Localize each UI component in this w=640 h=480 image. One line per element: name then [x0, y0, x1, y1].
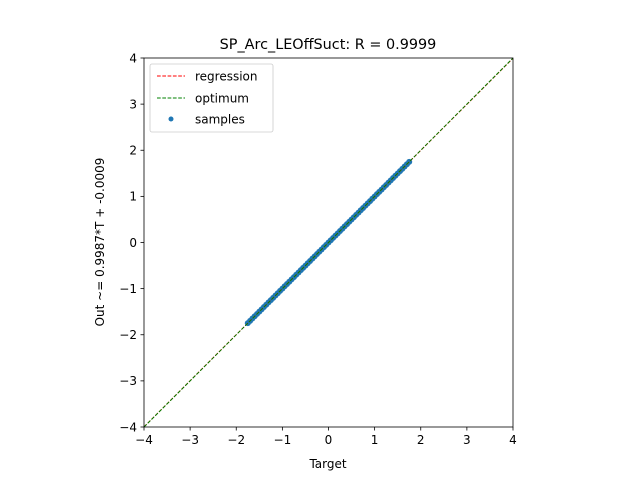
y-tick-label: −3 [119, 374, 137, 388]
y-tick-label: −1 [119, 282, 137, 296]
y-tick-label: −2 [119, 328, 137, 342]
y-tick-label: 2 [129, 144, 137, 158]
y-tick-label: 1 [129, 190, 137, 204]
x-tick-label: 2 [417, 433, 425, 447]
x-tick-label: −1 [274, 433, 292, 447]
y-tick-label: 3 [129, 97, 137, 111]
x-tick-label: 3 [463, 433, 471, 447]
x-tick-label: −4 [135, 433, 153, 447]
y-axis-label: Out ~= 0.9987*T + -0.0009 [93, 158, 107, 327]
legend-optimum-label: optimum [195, 92, 249, 106]
plot-area [144, 58, 513, 427]
x-axis-ticks: −4 −3 −2 −1 0 1 2 3 4 [135, 427, 517, 447]
legend-regression-label: regression [195, 70, 258, 84]
y-tick-label: −4 [119, 420, 137, 434]
x-tick-label: 1 [371, 433, 379, 447]
x-tick-label: −2 [227, 433, 245, 447]
legend-samples-marker [168, 116, 174, 122]
x-tick-label: −3 [181, 433, 199, 447]
optimum-line [144, 58, 513, 427]
y-tick-label: 4 [129, 51, 137, 65]
legend-box [149, 63, 274, 133]
y-axis-ticks: −4 −3 −2 −1 0 1 2 3 4 [119, 51, 144, 434]
x-axis-label: Target [308, 457, 346, 471]
legend-samples-label: samples [195, 113, 245, 127]
x-tick-label: 0 [325, 433, 333, 447]
chart-title: SP_Arc_LEOffSuct: R = 0.9999 [220, 37, 437, 53]
y-tick-label: 0 [129, 236, 137, 250]
plot-content [144, 58, 513, 427]
legend: regression optimum samples [149, 63, 274, 133]
x-tick-label: 4 [509, 433, 517, 447]
